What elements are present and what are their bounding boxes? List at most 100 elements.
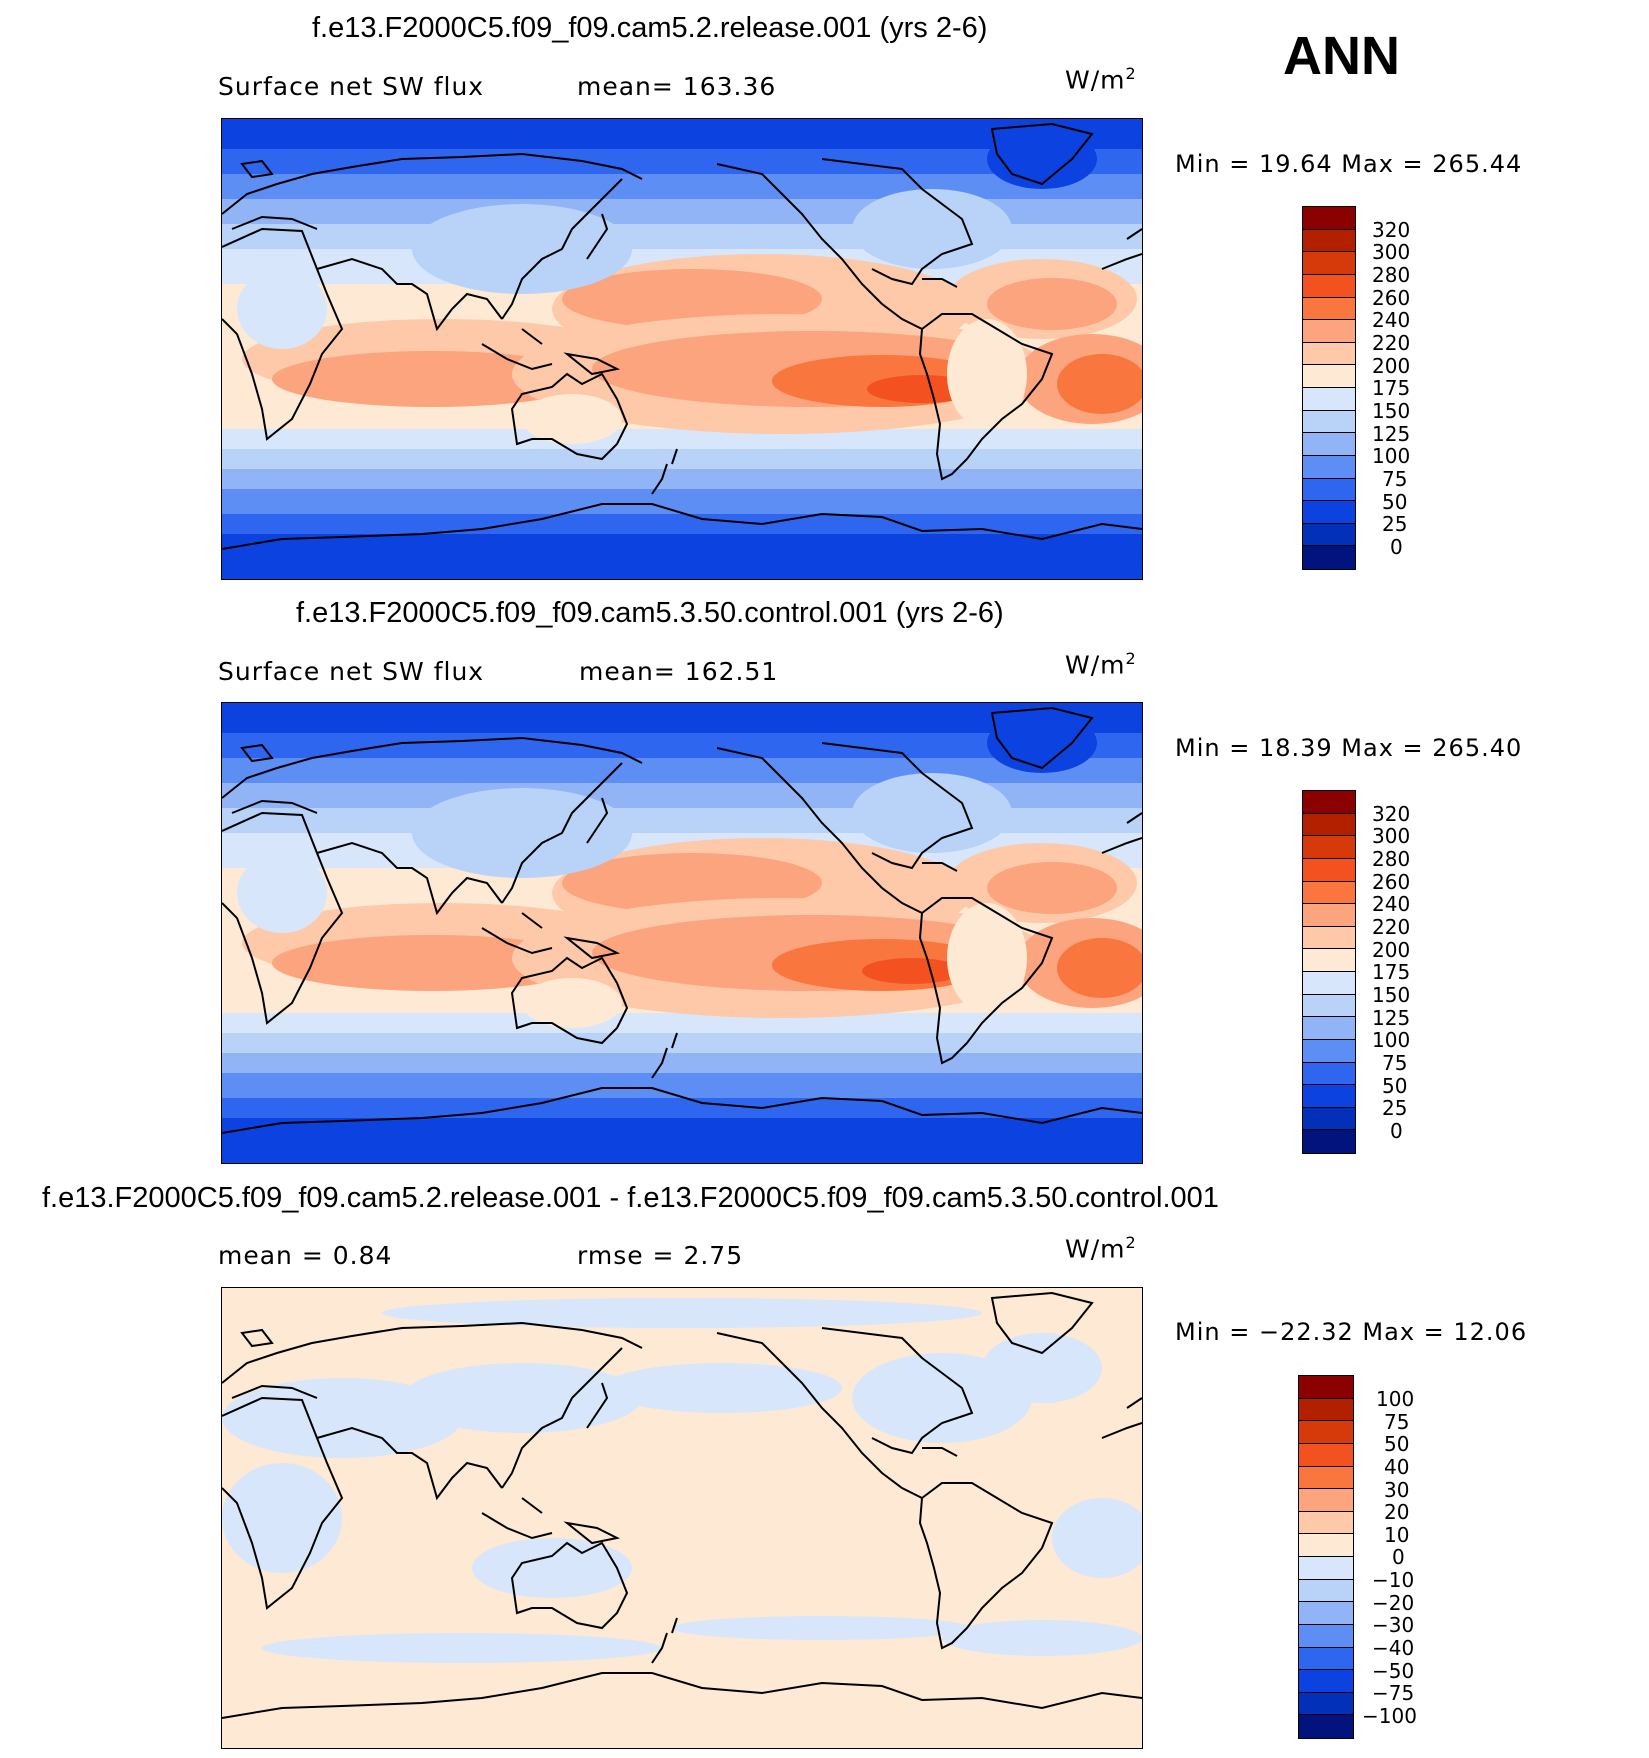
panel1-colorbar-swatch bbox=[1303, 252, 1355, 275]
colorbar-tick-label: 25 bbox=[1382, 1096, 1408, 1120]
panel2-colorbar-swatch bbox=[1303, 858, 1355, 882]
colorbar-tick-label: −20 bbox=[1372, 1591, 1415, 1615]
colorbar-tick-label: 0 bbox=[1390, 1119, 1403, 1143]
panel1-units: W/m2 bbox=[1065, 64, 1137, 95]
colorbar-tick-label: 200 bbox=[1372, 938, 1411, 962]
colorbar-tick-label: −10 bbox=[1372, 1568, 1415, 1592]
panel2-colorbar-swatch bbox=[1303, 791, 1355, 814]
panel2-variable-label: Surface net SW flux bbox=[218, 657, 485, 686]
panel2-colorbar-swatch bbox=[1303, 836, 1355, 859]
panel1-colorbar-swatch bbox=[1303, 207, 1355, 230]
panel2-minmax: Min = 18.39 Max = 265.40 bbox=[1175, 734, 1523, 762]
colorbar-tick-label: 75 bbox=[1382, 467, 1408, 491]
panel2-colorbar-swatch bbox=[1303, 949, 1355, 972]
colorbar-tick-label: 220 bbox=[1372, 331, 1411, 355]
colorbar-tick-label: 175 bbox=[1372, 376, 1411, 400]
panel3-colorbar-swatch bbox=[1299, 1602, 1353, 1625]
panel1-mean: mean= 163.36 bbox=[577, 72, 777, 101]
panel2-colorbar-swatch bbox=[1303, 881, 1355, 905]
panel1-variable-label: Surface net SW flux bbox=[218, 72, 485, 101]
panel2-title: f.e13.F2000C5.f09_f09.cam5.3.50.control.… bbox=[296, 597, 1004, 629]
panel1-title: f.e13.F2000C5.f09_f09.cam5.2.release.001… bbox=[312, 12, 988, 44]
panel1-colorbar-swatch bbox=[1303, 388, 1355, 411]
panel2-colorbar-swatch bbox=[1303, 1017, 1355, 1040]
panel3-colorbar-swatch bbox=[1299, 1421, 1353, 1444]
panel2-units: W/m2 bbox=[1065, 649, 1137, 680]
colorbar-tick-label: 175 bbox=[1372, 960, 1411, 984]
panel3-rmse: rmse = 2.75 bbox=[577, 1241, 744, 1270]
panel1-colorbar-swatch bbox=[1303, 410, 1355, 434]
colorbar-tick-label: 100 bbox=[1372, 444, 1411, 468]
panel3-colorbar-swatch bbox=[1299, 1670, 1353, 1693]
panel2-colorbar-swatch bbox=[1303, 972, 1355, 995]
panel2-mean: mean= 162.51 bbox=[579, 657, 779, 686]
colorbar-tick-label: 300 bbox=[1372, 240, 1411, 264]
colorbar-tick-label: 50 bbox=[1382, 1074, 1408, 1098]
panel1-colorbar-swatch bbox=[1303, 501, 1355, 524]
colorbar-tick-label: −50 bbox=[1372, 1659, 1415, 1683]
panel3-units: W/m2 bbox=[1065, 1233, 1137, 1264]
panel1-colorbar bbox=[1302, 206, 1356, 570]
colorbar-tick-label: 50 bbox=[1382, 490, 1408, 514]
panel3-colorbar-swatch bbox=[1299, 1624, 1353, 1648]
panel3-mean: mean = 0.84 bbox=[218, 1241, 393, 1270]
panel3-map bbox=[221, 1287, 1143, 1749]
panel3-title: f.e13.F2000C5.f09_f09.cam5.2.release.001… bbox=[42, 1182, 1219, 1214]
panel1-colorbar-swatch bbox=[1303, 523, 1355, 547]
panel3-minmax: Min = −22.32 Max = 12.06 bbox=[1175, 1318, 1528, 1346]
panel2-colorbar-swatch bbox=[1303, 926, 1355, 950]
panel1-colorbar-swatch bbox=[1303, 433, 1355, 456]
panel1-colorbar-swatch bbox=[1303, 229, 1355, 253]
panel2-colorbar-swatch bbox=[1303, 904, 1355, 927]
panel1-colorbar-swatch bbox=[1303, 455, 1355, 479]
colorbar-tick-label: 75 bbox=[1382, 1051, 1408, 1075]
colorbar-tick-label: 100 bbox=[1376, 1387, 1415, 1411]
colorbar-tick-label: 280 bbox=[1372, 263, 1411, 287]
panel3-colorbar bbox=[1298, 1375, 1354, 1739]
colorbar-tick-label: 30 bbox=[1384, 1478, 1410, 1502]
colorbar-tick-label: 280 bbox=[1372, 847, 1411, 871]
panel3-colorbar-swatch bbox=[1299, 1466, 1353, 1490]
colorbar-tick-label: 260 bbox=[1372, 870, 1411, 894]
panel2-colorbar-swatch bbox=[1303, 994, 1355, 1018]
panel3-colorbar-swatch bbox=[1299, 1376, 1353, 1399]
panel2-colorbar-swatch bbox=[1303, 1062, 1355, 1086]
panel3-colorbar-swatch bbox=[1299, 1511, 1353, 1535]
panel1-colorbar-swatch bbox=[1303, 478, 1355, 502]
colorbar-tick-label: 240 bbox=[1372, 308, 1411, 332]
colorbar-tick-label: 260 bbox=[1372, 286, 1411, 310]
colorbar-tick-label: 10 bbox=[1384, 1523, 1410, 1547]
colorbar-tick-label: −40 bbox=[1372, 1636, 1415, 1660]
panel1-minmax: Min = 19.64 Max = 265.44 bbox=[1175, 150, 1523, 178]
panel2-colorbar-swatch bbox=[1303, 1130, 1355, 1153]
panel2-colorbar-swatch bbox=[1303, 1107, 1355, 1131]
panel1-colorbar-swatch bbox=[1303, 320, 1355, 343]
panel2-colorbar bbox=[1302, 790, 1356, 1154]
panel1-map bbox=[221, 118, 1143, 580]
panel1-colorbar-swatch bbox=[1303, 274, 1355, 298]
panel3-colorbar-swatch bbox=[1299, 1398, 1353, 1422]
colorbar-tick-label: 125 bbox=[1372, 1006, 1411, 1030]
colorbar-tick-label: 150 bbox=[1372, 399, 1411, 423]
panel2-colorbar-swatch bbox=[1303, 813, 1355, 837]
colorbar-tick-label: 25 bbox=[1382, 512, 1408, 536]
colorbar-tick-label: 50 bbox=[1384, 1432, 1410, 1456]
colorbar-tick-label: 125 bbox=[1372, 422, 1411, 446]
colorbar-tick-label: −100 bbox=[1362, 1704, 1417, 1728]
panel2-colorbar-swatch bbox=[1303, 1085, 1355, 1108]
colorbar-tick-label: −30 bbox=[1372, 1613, 1415, 1637]
colorbar-tick-label: 75 bbox=[1384, 1410, 1410, 1434]
colorbar-tick-label: 150 bbox=[1372, 983, 1411, 1007]
panel2-colorbar-swatch bbox=[1303, 1039, 1355, 1063]
panel3-colorbar-swatch bbox=[1299, 1692, 1353, 1716]
panel1-colorbar-swatch bbox=[1303, 546, 1355, 569]
panel3-colorbar-swatch bbox=[1299, 1647, 1353, 1671]
panel2-map bbox=[221, 702, 1143, 1164]
panel3-colorbar-swatch bbox=[1299, 1579, 1353, 1603]
colorbar-tick-label: 300 bbox=[1372, 824, 1411, 848]
colorbar-tick-label: 0 bbox=[1392, 1545, 1405, 1569]
panel3-colorbar-swatch bbox=[1299, 1443, 1353, 1467]
colorbar-tick-label: 200 bbox=[1372, 354, 1411, 378]
panel3-colorbar-swatch bbox=[1299, 1534, 1353, 1557]
colorbar-tick-label: 240 bbox=[1372, 892, 1411, 916]
